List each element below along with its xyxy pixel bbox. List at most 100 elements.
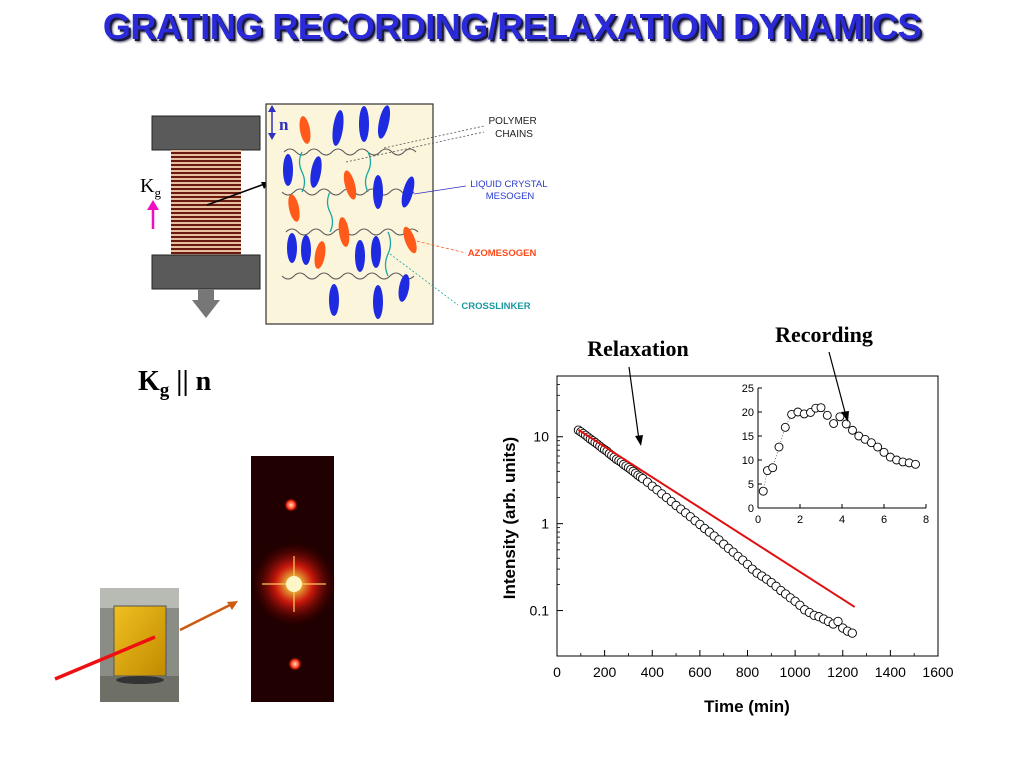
- legend-line-azo: [411, 239, 467, 254]
- y-tick-label: 1: [541, 516, 549, 532]
- legend-polymer: POLYMER CHAINS: [489, 116, 540, 140]
- legend-line-polymer: [383, 125, 485, 149]
- director-up-arrow-icon: [268, 105, 276, 112]
- polymer-chain: [285, 228, 419, 236]
- lc-mesogen: [355, 240, 365, 272]
- inset-y-tick-label: 10: [742, 455, 754, 467]
- inset-x-tick-label: 0: [755, 514, 761, 526]
- laser-beam-line: [54, 635, 156, 681]
- data-point: [847, 628, 857, 638]
- inset-x-tick-label: 6: [881, 514, 887, 526]
- legend-line-lc: [413, 185, 467, 195]
- crosslinker: [298, 151, 306, 193]
- diffraction-pointer-line: [179, 602, 233, 632]
- recording-label: Recording: [775, 322, 873, 347]
- inset-data-point: [780, 422, 790, 432]
- director-label: n: [279, 115, 289, 134]
- inset-data-points: [758, 403, 920, 496]
- sample-cell: Kg: [140, 115, 271, 318]
- inset-y-tick-label: 25: [742, 383, 754, 395]
- lc-mesogen: [283, 154, 293, 186]
- bottom-plate: [151, 254, 261, 290]
- x-tick-label: 800: [736, 664, 760, 680]
- x-tick-label: 1000: [780, 664, 811, 680]
- down-arrow-icon: [192, 289, 220, 318]
- legend-line-polymer: [345, 131, 485, 163]
- inset-data-point: [873, 442, 883, 452]
- inset-y-tick-label: 20: [742, 407, 754, 419]
- inset-data-point: [879, 447, 889, 457]
- x-axis-label: Time (min): [704, 697, 790, 716]
- inset-y-tick-label: 5: [748, 479, 754, 491]
- crosslinker: [384, 231, 392, 277]
- lc-mesogen: [301, 235, 311, 265]
- lc-mesogen: [332, 110, 344, 146]
- inset-data-point: [835, 412, 845, 422]
- recording-arrow-icon: [841, 411, 849, 422]
- lc-mesogen: [287, 233, 297, 263]
- crosslinker: [364, 151, 372, 193]
- grating-layer: [171, 150, 241, 255]
- zero-order-core: [286, 576, 302, 592]
- x-tick-label: 200: [593, 664, 617, 680]
- azo-mesogen: [299, 116, 311, 144]
- y-axis-label: Intensity (arb. units): [500, 437, 519, 599]
- inset-data-point: [816, 403, 826, 413]
- lc-mesogen: [373, 175, 383, 209]
- legend-azomesogen: AZOMESOGEN: [468, 248, 537, 259]
- lc-mesogen: [373, 285, 383, 319]
- azo-mesogen: [288, 194, 300, 222]
- polymer-chains: [281, 148, 419, 280]
- azo-mesogen: [343, 170, 357, 200]
- top-plate: [151, 115, 261, 151]
- azo-mesogen: [403, 226, 417, 254]
- x-tick-label: 0: [553, 664, 561, 680]
- diffraction-pointer-arrow-icon: [227, 601, 238, 610]
- crosslinker: [326, 191, 334, 233]
- diffraction-photo: [251, 456, 336, 702]
- yellow-sample: [113, 605, 167, 677]
- kg-vector-arrow-icon: [147, 200, 159, 210]
- inset-background: [758, 388, 926, 508]
- lc-mesogen: [377, 105, 391, 139]
- inset-chart: 0 2 4 6 8 0 5 10 15 20 25: [742, 383, 929, 526]
- inset-x-tick-label: 4: [839, 514, 845, 526]
- kg-label: Kg: [140, 175, 161, 200]
- inset-x-tick-label: 2: [797, 514, 803, 526]
- data-point: [833, 616, 843, 627]
- inset-y-tick-label: 0: [748, 503, 754, 515]
- x-tick-label: 1600: [922, 664, 953, 680]
- fit-line: [577, 429, 856, 608]
- lc-mesogen: [359, 106, 369, 142]
- inset-x-tick-label: 8: [923, 514, 929, 526]
- y-tick-label: 10: [533, 429, 549, 445]
- lc-mesogen: [329, 284, 339, 316]
- recording-pointer-line: [828, 351, 847, 417]
- lc-mesogen: [398, 274, 410, 302]
- x-tick-label: 600: [688, 664, 712, 680]
- legend-lc-mesogen: LIQUID CRYSTAL MESOGEN: [470, 179, 550, 202]
- inset-data-point: [758, 486, 768, 496]
- inset-data-point: [829, 419, 839, 428]
- relaxation-label: Relaxation: [587, 336, 688, 361]
- lc-mesogen: [371, 236, 381, 268]
- kg-parallel-n-relation: Kg || n: [138, 366, 212, 401]
- y-tick-label: 0.1: [530, 603, 550, 619]
- molecular-panel: n: [265, 103, 550, 325]
- inset-data-point: [911, 459, 920, 469]
- polymer-chain: [281, 272, 415, 280]
- photo-holder-top: [100, 588, 179, 608]
- mesogens: [283, 105, 417, 319]
- x-tick-label: 400: [641, 664, 665, 680]
- x-tick-label: 1200: [827, 664, 858, 680]
- relaxation-pointer-line: [628, 366, 640, 441]
- lc-mesogen: [401, 176, 415, 208]
- page-title: GRATING RECORDING/RELAXATION DYNAMICS: [102, 6, 922, 47]
- inset-data-point: [774, 442, 784, 452]
- relaxation-arrow-icon: [635, 435, 643, 446]
- lc-mesogen: [310, 156, 322, 188]
- polymer-chain: [283, 148, 417, 156]
- crosslinkers: [298, 151, 392, 277]
- inset-data-point: [768, 463, 778, 473]
